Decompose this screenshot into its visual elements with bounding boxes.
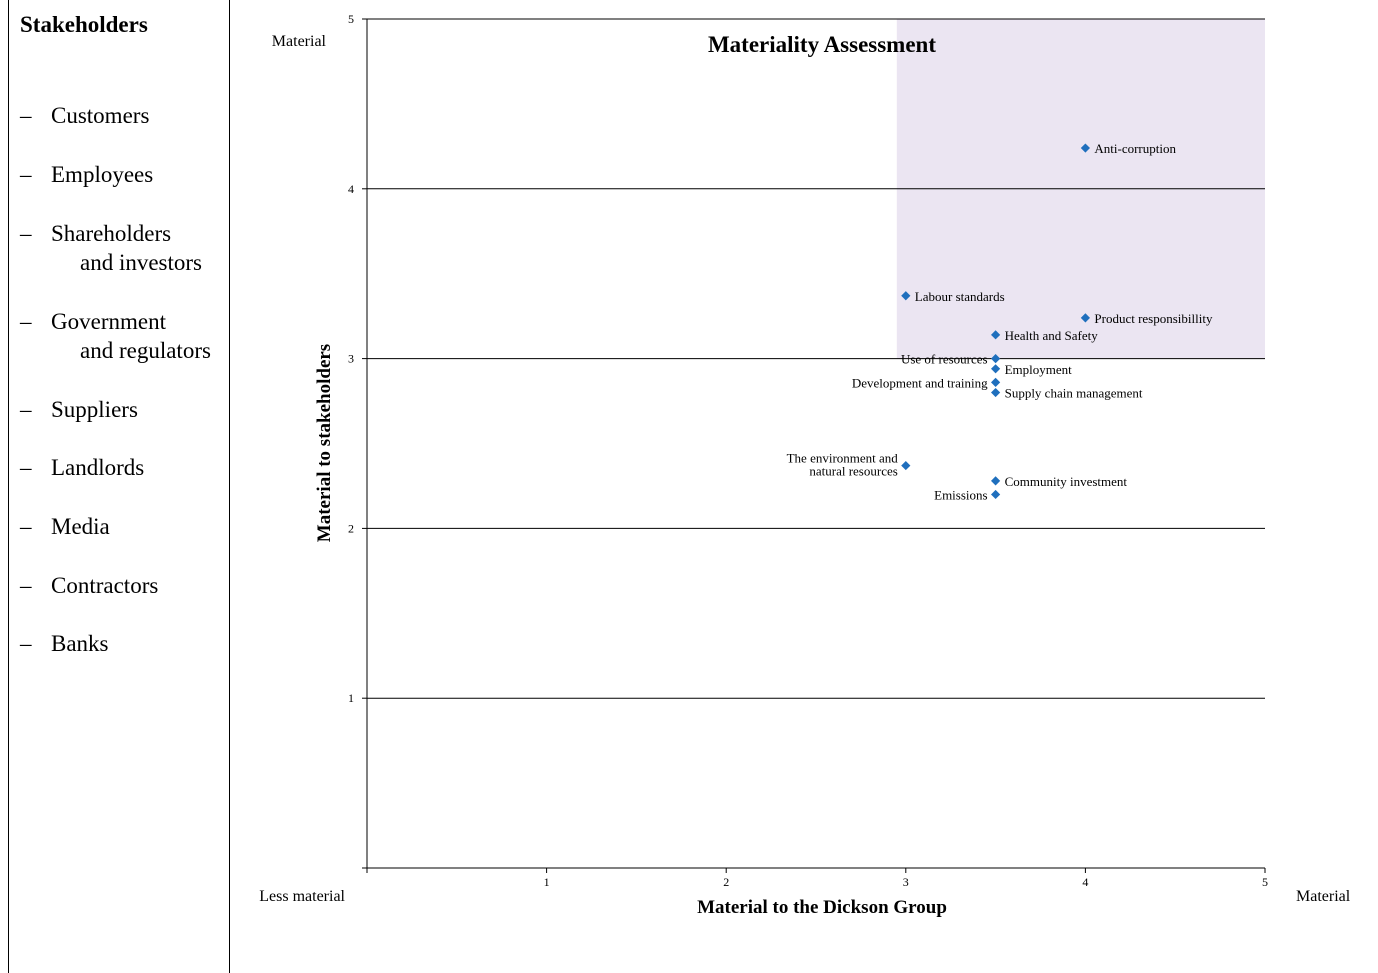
y-tick-label: 4 xyxy=(348,182,354,196)
x-tick-label: 2 xyxy=(723,875,729,889)
x-tick-label: 1 xyxy=(544,875,550,889)
y-tick-label: 3 xyxy=(348,352,354,366)
x-right-edge-label: Material xyxy=(1296,888,1351,905)
y-tick-label: 2 xyxy=(348,521,354,535)
data-point-label: Health and Safety xyxy=(1005,328,1099,343)
data-point xyxy=(991,364,1001,374)
stakeholder-label: Landlords xyxy=(51,455,145,480)
data-point-label: Use of resources xyxy=(901,352,988,367)
data-point xyxy=(991,330,1001,340)
stakeholder-label: Customers xyxy=(51,103,150,128)
data-point xyxy=(901,291,911,301)
stakeholder-item: – Banks xyxy=(20,631,109,656)
chart-title: Materiality Assessment xyxy=(708,32,936,57)
data-point xyxy=(901,460,911,471)
data-point-label: Emissions xyxy=(934,487,987,502)
stakeholder-label: Suppliers xyxy=(51,397,138,422)
stakeholder-label: Employees xyxy=(51,162,154,187)
data-point xyxy=(1080,143,1090,153)
x-axis-title: Material to the Dickson Group xyxy=(697,897,947,918)
stakeholder-label-line2: and regulators xyxy=(80,338,211,363)
x-tick-label: 3 xyxy=(903,875,909,889)
y-top-edge-label: Material xyxy=(272,33,327,50)
stakeholder-item: – Suppliers xyxy=(20,397,138,422)
stakeholder-item: – Landlords xyxy=(20,455,145,480)
x-tick-label: 5 xyxy=(1262,875,1268,889)
stakeholder-item: – Government and regulators xyxy=(20,309,211,363)
data-point xyxy=(991,377,1001,387)
x-tick-label: 4 xyxy=(1082,875,1088,889)
stakeholders-panel: Stakeholders – Customers – Employees – Shareh… xyxy=(8,0,230,973)
stakeholder-item: – Media xyxy=(20,514,110,539)
data-point-label: Supply chain management xyxy=(1005,386,1143,401)
stakeholder-label-line2: and investors xyxy=(80,250,203,275)
data-point xyxy=(991,387,1001,398)
y-tick-label: 1 xyxy=(348,691,354,705)
x-left-edge-label: Less material xyxy=(259,888,345,905)
data-point-label: Employment xyxy=(1005,362,1073,377)
stakeholder-label: Shareholders xyxy=(51,221,172,246)
data-point-label: Community investment xyxy=(1005,474,1128,489)
data-point-label: Product responsibillity xyxy=(1094,311,1213,326)
data-point xyxy=(991,489,1001,500)
stakeholder-label: Government xyxy=(51,309,166,334)
data-point-label: Development and training xyxy=(852,375,988,390)
stakeholder-label: Media xyxy=(51,514,110,539)
data-point xyxy=(991,476,1001,486)
data-point-label: The environment and xyxy=(787,451,899,466)
stakeholder-item: – Shareholders and investors xyxy=(20,221,203,275)
y-tick-label: 5 xyxy=(348,12,354,26)
stakeholder-label: Contractors xyxy=(51,573,159,598)
data-point xyxy=(991,354,1001,364)
stakeholder-item: – Employees xyxy=(20,162,154,187)
stakeholder-label: Banks xyxy=(51,631,109,656)
y-axis-title: Material to stakeholders xyxy=(314,344,335,542)
data-point-label: natural resources xyxy=(809,464,897,479)
stakeholder-item: – Customers xyxy=(20,103,150,128)
data-point-label: Labour standards xyxy=(915,289,1005,304)
data-point-label: Anti-corruption xyxy=(1094,141,1176,156)
stakeholders-title: Stakeholders xyxy=(20,12,148,37)
stakeholder-item: – Contractors xyxy=(20,573,159,598)
data-point xyxy=(1080,313,1090,323)
